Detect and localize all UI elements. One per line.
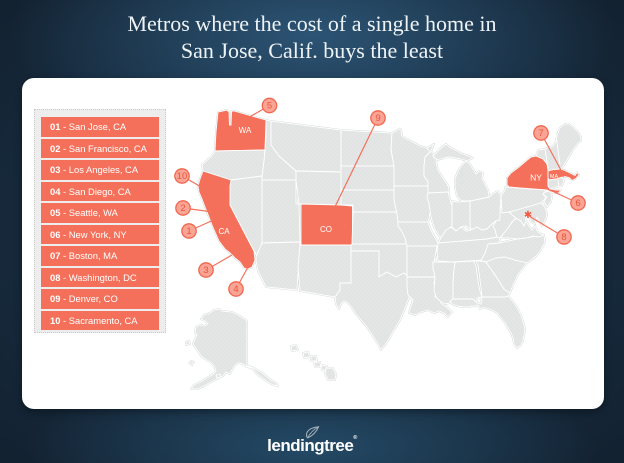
svg-text:CA: CA bbox=[218, 227, 230, 236]
svg-text:5: 5 bbox=[267, 101, 272, 112]
svg-text:CO: CO bbox=[320, 225, 332, 234]
svg-text:6: 6 bbox=[575, 198, 580, 209]
svg-text:2: 2 bbox=[180, 203, 185, 214]
svg-text:1: 1 bbox=[186, 226, 191, 237]
svg-text:MA: MA bbox=[550, 174, 559, 180]
svg-text:8: 8 bbox=[561, 232, 566, 243]
svg-text:7: 7 bbox=[538, 128, 543, 139]
svg-text:10: 10 bbox=[177, 171, 188, 182]
svg-text:✱: ✱ bbox=[524, 210, 532, 221]
svg-text:3: 3 bbox=[203, 265, 208, 276]
svg-text:9: 9 bbox=[375, 113, 380, 124]
svg-text:NY: NY bbox=[530, 172, 542, 182]
svg-text:WA: WA bbox=[239, 126, 252, 135]
svg-text:4: 4 bbox=[233, 284, 238, 295]
